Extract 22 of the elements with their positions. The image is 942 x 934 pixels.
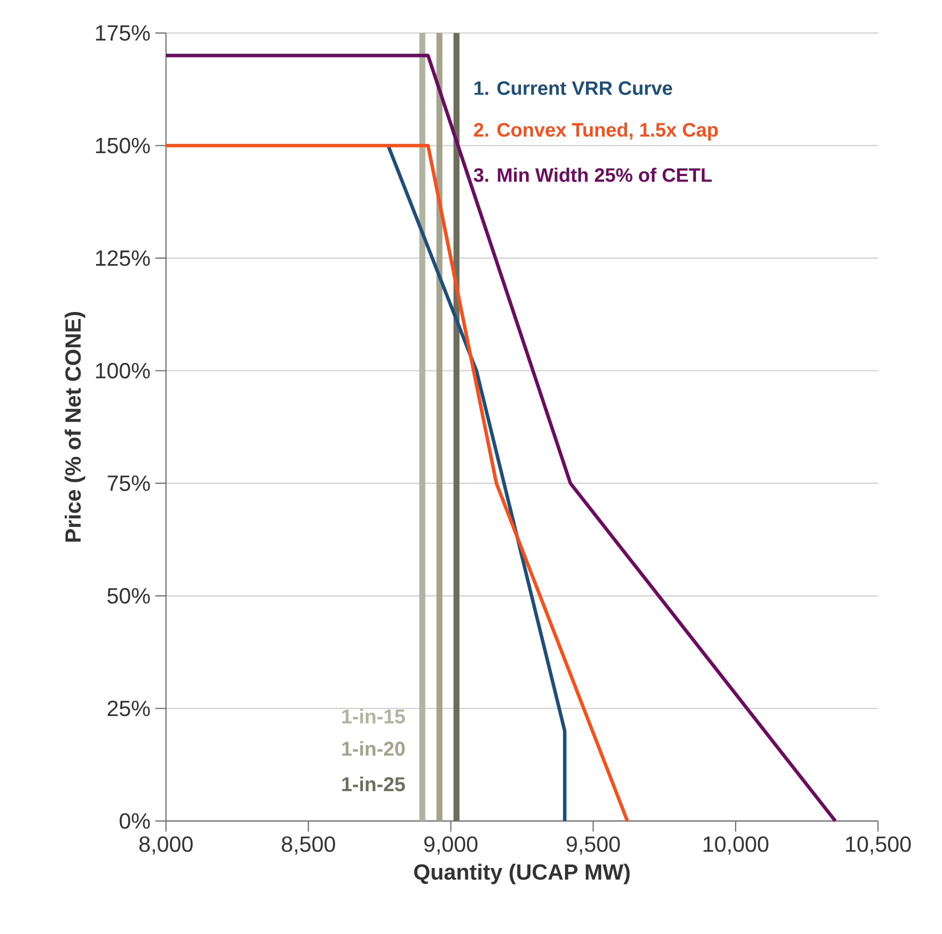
y-tick-label: 75% xyxy=(108,476,150,492)
y-tick-label: 25% xyxy=(108,700,150,716)
y-tick-label: 100% xyxy=(96,362,150,378)
y-axis-title: Price (% of Net CONE) xyxy=(64,312,86,542)
ref-line-label: 1-in-25 xyxy=(342,776,405,792)
ref-line-label: 1-in-15 xyxy=(342,708,405,724)
y-tick-label: 50% xyxy=(107,588,150,604)
ref-line-label: 1-in-20 xyxy=(342,741,405,756)
x-tick-label: 8,000 xyxy=(139,836,193,855)
x-axis-title: Quantity (UCAP MW) xyxy=(414,864,630,884)
x-tick-label: 10,000 xyxy=(704,836,768,855)
x-tick-label: 9,000 xyxy=(424,836,478,855)
y-tick-label: 0% xyxy=(120,813,150,829)
y-tick-label: 175% xyxy=(96,25,150,41)
y-tick-label: 125% xyxy=(96,250,150,266)
text: 2. Convex Tuned, 1.5x Cap xyxy=(474,122,718,140)
text: 1. Current VRR Curve xyxy=(474,81,672,95)
x-tick-label: 9,500 xyxy=(566,836,620,855)
y-tick-label: 150% xyxy=(96,138,150,154)
series-label: 3. Min Width 25% of CETL xyxy=(474,168,712,182)
x-tick-label: 8,500 xyxy=(282,836,336,855)
x-tick-label: 10,500 xyxy=(846,836,911,855)
